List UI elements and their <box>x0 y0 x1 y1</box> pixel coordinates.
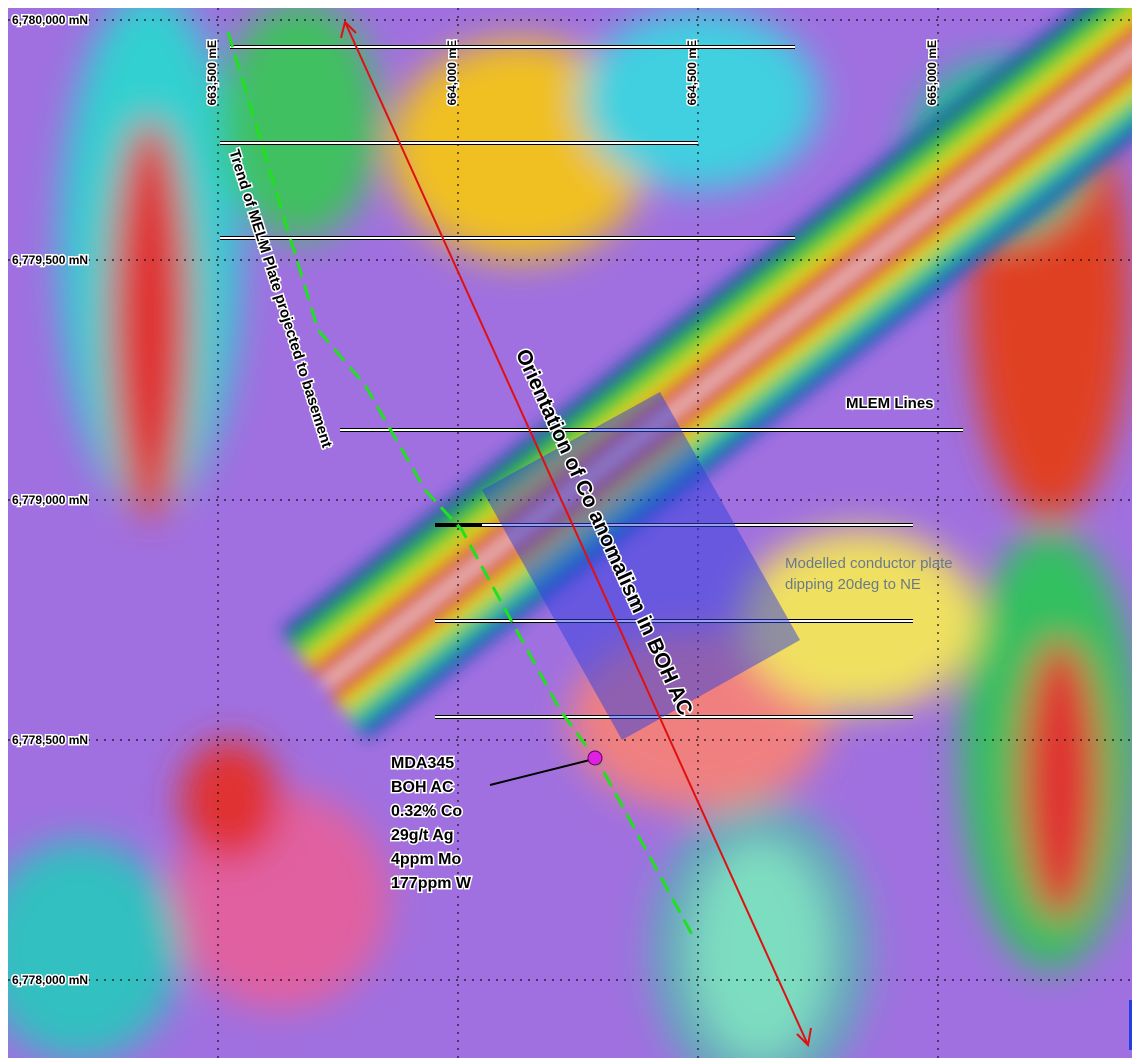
co-orientation-arrow <box>340 20 812 1048</box>
edge-mark <box>1129 1000 1132 1050</box>
northing-label: 6,779,500 mN <box>12 253 88 267</box>
plate-label: dipping 20deg to NE <box>785 576 921 593</box>
easting-label: 665,000 mE <box>925 40 939 105</box>
drillhole-trace <box>489 759 591 786</box>
easting-label: 664,000 mE <box>445 40 459 105</box>
drillhole-line: BOH AC <box>391 779 454 796</box>
easting-label: 664,500 mE <box>685 40 699 105</box>
northing-label: 6,779,000 mN <box>12 493 88 507</box>
northing-label: 6,778,000 mN <box>12 973 88 987</box>
drillhole-collar <box>587 750 603 766</box>
drillhole-line: MDA345 <box>391 755 454 772</box>
drillhole-line: 29g/t Ag <box>391 827 454 844</box>
easting-label: 663,500 mE <box>205 40 219 105</box>
drillhole-line: 4ppm Mo <box>391 851 461 868</box>
grid: 6,780,000 mN 6,779,500 mN 6,779,000 mN 6,77… <box>8 8 1132 1058</box>
conductor-plate <box>482 392 800 740</box>
northing-label: 6,778,500 mN <box>12 733 88 747</box>
drillhole-line: 177ppm W <box>391 875 472 892</box>
mlem-label: MLEM Lines <box>846 395 934 412</box>
drillhole-line: 0.32% Co <box>391 803 462 820</box>
drillhole-label: MDA345 BOH AC 0.32% Co 29g/t Ag 4ppm Mo 177pp… <box>390 754 474 894</box>
northing-label: 6,780,000 mN <box>12 13 88 27</box>
plate-label: Modelled conductor plate <box>785 555 953 572</box>
